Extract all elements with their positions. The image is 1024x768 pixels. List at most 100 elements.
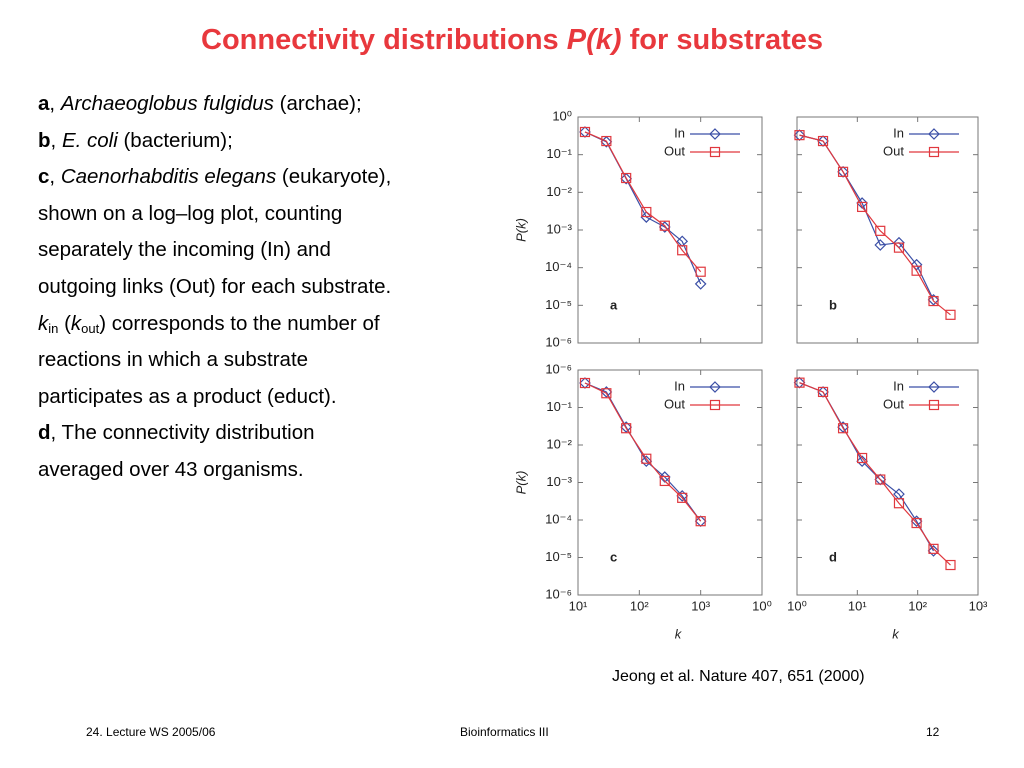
y-tick-label: 10⁻⁴	[545, 511, 572, 526]
marker	[817, 386, 829, 398]
panel-label: a	[610, 297, 618, 312]
text-run: Connectivity distributions	[201, 24, 567, 56]
marker	[658, 471, 671, 483]
marker	[875, 225, 886, 236]
marker	[601, 388, 612, 399]
body-line: participates as a product (educt).	[38, 379, 391, 416]
marker	[659, 220, 670, 231]
text-run: E. coli	[61, 128, 118, 152]
marker	[695, 516, 706, 527]
x-axis-label: k	[675, 626, 683, 641]
marker	[875, 474, 886, 485]
marker	[927, 293, 940, 306]
marker	[694, 278, 707, 290]
text-run: k	[70, 311, 82, 335]
marker	[817, 135, 829, 147]
text-run: separately the incoming (In) and	[38, 238, 331, 262]
y-tick-label: 10⁻³	[546, 221, 572, 236]
legend-label: In	[893, 378, 904, 393]
legend-marker	[709, 399, 721, 411]
text-run: a	[38, 92, 50, 115]
body-line: shown on a log–log plot, counting	[38, 196, 391, 233]
marker	[794, 377, 805, 388]
marker	[911, 517, 922, 529]
legend-marker	[928, 146, 940, 158]
x-tick-label: 10¹	[569, 598, 588, 613]
legend-marker	[709, 146, 721, 158]
y-tick-label: 10⁻⁵	[545, 297, 572, 312]
text-run: (bacterium);	[117, 128, 233, 152]
legend-marker	[928, 399, 940, 411]
text-run: P(k)	[566, 24, 622, 56]
footer-center: Bioinformatics III	[460, 725, 549, 739]
y-tick-label: 10⁻¹	[546, 399, 572, 414]
y-tick-label: 10⁻⁶	[545, 361, 572, 376]
marker	[927, 545, 940, 557]
y-tick-label: 10⁻⁶	[545, 334, 572, 349]
x-tick-label: 10²	[630, 598, 649, 613]
marker	[856, 455, 868, 468]
legend-label: Out	[883, 396, 904, 411]
marker	[641, 453, 652, 464]
marker	[621, 172, 632, 184]
marker	[928, 295, 939, 307]
legend-label: Out	[664, 396, 685, 411]
text-run: Caenorhabditis elegans	[60, 165, 277, 189]
legend-label: Out	[883, 143, 904, 158]
x-tick-label: 10³	[969, 598, 988, 613]
marker	[857, 201, 868, 213]
marker	[911, 265, 922, 276]
text-run: c	[38, 165, 50, 189]
marker	[640, 211, 653, 223]
body-line: reactions in which a substrate	[38, 342, 391, 379]
body-text: a, Archaeoglobus fulgidus (archae); b, E.…	[38, 86, 391, 489]
marker	[640, 455, 653, 468]
marker	[695, 266, 706, 277]
text-run: d	[38, 421, 51, 445]
x-tick-label: 10⁰	[752, 598, 772, 613]
citation: Jeong et al. Nature 407, 651 (2000)	[612, 668, 865, 685]
body-line: c, Caenorhabditis elegans (eukaryote),	[38, 159, 391, 196]
legend-label: In	[674, 378, 685, 393]
text-run: (archae);	[273, 92, 362, 115]
y-tick-label: 10⁻⁶	[545, 586, 572, 601]
marker	[601, 135, 612, 147]
slide-title: Connectivity distributions P(k) for subs…	[0, 24, 1024, 57]
body-line: a, Archaeoglobus fulgidus (archae);	[38, 86, 391, 123]
marker	[893, 242, 905, 253]
marker	[945, 309, 956, 320]
y-axis-label: P(k)	[513, 218, 528, 242]
text-run: in	[48, 320, 59, 336]
marker	[641, 206, 652, 218]
body-line: averaged over 43 organisms.	[38, 452, 391, 489]
marker	[620, 172, 633, 185]
series-line	[799, 382, 935, 552]
marker	[658, 221, 671, 233]
x-tick-label: 10⁰	[787, 598, 807, 613]
y-tick-label: 10⁻²	[546, 184, 572, 199]
legend-marker	[928, 128, 940, 140]
legend-label: Out	[664, 143, 685, 158]
marker	[874, 239, 887, 251]
marker	[677, 245, 688, 256]
marker	[579, 377, 591, 389]
marker	[910, 258, 923, 271]
y-tick-label: 10⁻⁵	[545, 549, 572, 564]
text-run: Archaeoglobus fulgidus	[60, 92, 274, 115]
x-axis-label: k	[892, 626, 900, 641]
legend-marker	[709, 128, 721, 140]
marker	[677, 492, 688, 503]
legend-marker	[709, 381, 721, 393]
y-tick-label: 10⁻²	[546, 436, 572, 451]
y-tick-label: 10⁻¹	[546, 146, 572, 161]
legend-marker	[928, 381, 940, 393]
footer-right: 12	[926, 725, 940, 739]
text-run: participates as a product (educt).	[38, 384, 337, 408]
marker	[893, 498, 905, 509]
body-line: separately the incoming (In) and	[38, 232, 391, 269]
legend-label: In	[674, 125, 685, 140]
text-run: ) corresponds to the number of	[99, 311, 380, 335]
legend-label: In	[893, 125, 904, 140]
